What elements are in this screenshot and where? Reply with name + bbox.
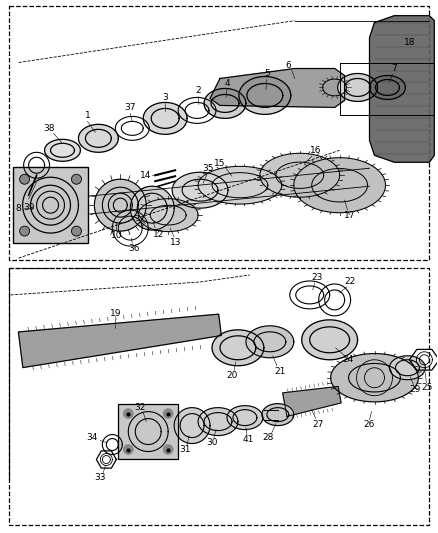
Text: 7: 7 — [392, 64, 397, 73]
Polygon shape — [338, 74, 378, 101]
Text: 38: 38 — [43, 124, 54, 133]
Polygon shape — [212, 330, 264, 366]
Polygon shape — [198, 166, 282, 204]
Polygon shape — [262, 403, 294, 425]
Text: 25: 25 — [422, 383, 433, 392]
Polygon shape — [143, 102, 187, 134]
Text: 5: 5 — [264, 69, 270, 78]
Text: 28: 28 — [262, 433, 274, 442]
Text: 14: 14 — [140, 171, 151, 180]
Text: 22: 22 — [344, 278, 355, 286]
Circle shape — [124, 445, 133, 455]
Circle shape — [163, 445, 173, 455]
Text: 36: 36 — [128, 244, 140, 253]
Polygon shape — [138, 199, 198, 232]
Text: 4: 4 — [224, 79, 230, 88]
Text: 33: 33 — [95, 473, 106, 482]
Text: 15: 15 — [214, 159, 226, 168]
Text: 18: 18 — [404, 38, 415, 47]
Polygon shape — [78, 124, 118, 152]
Text: 19: 19 — [110, 309, 121, 318]
Circle shape — [71, 226, 81, 236]
Text: 41: 41 — [242, 435, 254, 444]
Circle shape — [20, 174, 30, 184]
Polygon shape — [370, 15, 434, 162]
Circle shape — [163, 409, 173, 418]
Text: 12: 12 — [152, 230, 164, 239]
Text: 17: 17 — [344, 211, 355, 220]
Text: 37: 37 — [124, 103, 136, 112]
Polygon shape — [260, 154, 339, 197]
Bar — [9, 6, 429, 260]
Text: 27: 27 — [312, 420, 323, 429]
Text: 29: 29 — [410, 385, 421, 394]
Text: 21: 21 — [274, 367, 286, 376]
Text: 10: 10 — [110, 231, 122, 239]
Polygon shape — [331, 353, 418, 402]
Text: 23: 23 — [311, 273, 322, 282]
Text: 2: 2 — [195, 86, 201, 95]
Polygon shape — [389, 356, 425, 379]
Text: 8: 8 — [16, 204, 21, 213]
Text: 24: 24 — [342, 356, 353, 364]
Text: 6: 6 — [285, 61, 291, 70]
Polygon shape — [294, 158, 385, 213]
Polygon shape — [198, 408, 238, 435]
Polygon shape — [302, 320, 357, 360]
Text: 26: 26 — [364, 420, 375, 429]
Circle shape — [20, 226, 30, 236]
Polygon shape — [227, 406, 263, 430]
Polygon shape — [210, 69, 345, 108]
Text: 31: 31 — [179, 445, 191, 454]
Polygon shape — [246, 326, 294, 358]
Polygon shape — [370, 76, 406, 100]
Polygon shape — [283, 386, 341, 416]
Text: 1: 1 — [85, 111, 90, 120]
Text: 35: 35 — [202, 164, 214, 173]
Polygon shape — [45, 139, 81, 161]
Text: 3: 3 — [162, 93, 168, 102]
Bar — [118, 403, 178, 459]
Polygon shape — [95, 179, 146, 231]
Circle shape — [71, 174, 81, 184]
Text: 32: 32 — [134, 403, 146, 412]
Text: 16: 16 — [310, 146, 321, 155]
Polygon shape — [172, 172, 228, 208]
Polygon shape — [18, 314, 221, 368]
Circle shape — [124, 409, 133, 418]
Text: 39: 39 — [23, 203, 34, 212]
Text: 30: 30 — [206, 438, 218, 447]
Text: 20: 20 — [226, 371, 238, 380]
Text: 34: 34 — [87, 433, 98, 442]
Bar — [9, 268, 429, 526]
Bar — [13, 167, 88, 243]
Polygon shape — [239, 77, 291, 115]
Polygon shape — [130, 186, 174, 230]
Text: 13: 13 — [170, 238, 182, 247]
Polygon shape — [174, 408, 210, 443]
Polygon shape — [204, 88, 246, 118]
